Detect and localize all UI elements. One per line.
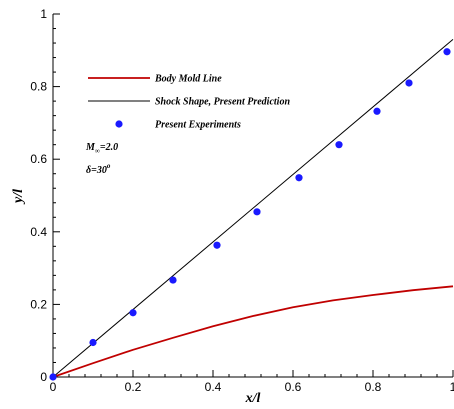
mach-annotation: M∞=2.0: [85, 142, 118, 155]
data-point-present-experiments: [169, 276, 177, 284]
data-point-present-experiments: [405, 79, 413, 87]
legend-swatch-present-experiments: [115, 120, 123, 128]
data-point-present-experiments: [373, 107, 381, 115]
delta-value: δ=30: [86, 165, 107, 176]
mach-subscript: ∞: [95, 147, 100, 155]
data-point-present-experiments: [295, 174, 303, 182]
y-tick-label: 1: [40, 7, 47, 21]
data-point-present-experiments: [443, 48, 451, 56]
y-tick-label: 0.8: [30, 80, 47, 94]
y-tick-label: 0.6: [30, 152, 47, 166]
data-point-present-experiments: [213, 241, 221, 249]
x-tick-label: 1: [450, 380, 454, 394]
y-tick-label: 0.4: [30, 225, 47, 239]
series-line-body-mold-line: [52, 285, 454, 378]
legend-label-body-mold-line: Body Mold Line: [154, 74, 222, 85]
x-tick-label: 0: [50, 380, 57, 394]
mach-value: =2.0: [100, 142, 118, 153]
y-tick-label: 0.2: [30, 297, 47, 311]
data-point-present-experiments: [335, 141, 343, 149]
y-tick-label: 0: [40, 370, 47, 384]
x-tick-label: 0.8: [365, 380, 382, 394]
x-tick-label: 0.2: [125, 380, 142, 394]
delta-degree: o: [107, 162, 111, 170]
data-point-present-experiments: [129, 309, 137, 317]
x-tick-label: 0.4: [205, 380, 222, 394]
legend-label-present-experiments: Present Experiments: [155, 120, 241, 131]
x-tick-label: 0.6: [285, 380, 302, 394]
y-axis-title: y/l: [11, 189, 26, 205]
data-point-present-experiments: [253, 208, 261, 216]
series-line-shock-shape-present-prediction: [52, 39, 454, 378]
data-point-present-experiments: [89, 338, 97, 347]
delta-annotation: δ=30o: [86, 162, 111, 176]
mach-symbol: M: [85, 142, 96, 153]
x-axis-title: x/l: [245, 391, 261, 406]
legend-label-shock-shape-present-prediction: Shock Shape, Present Prediction: [155, 97, 290, 108]
data-point-present-experiments: [49, 373, 57, 381]
